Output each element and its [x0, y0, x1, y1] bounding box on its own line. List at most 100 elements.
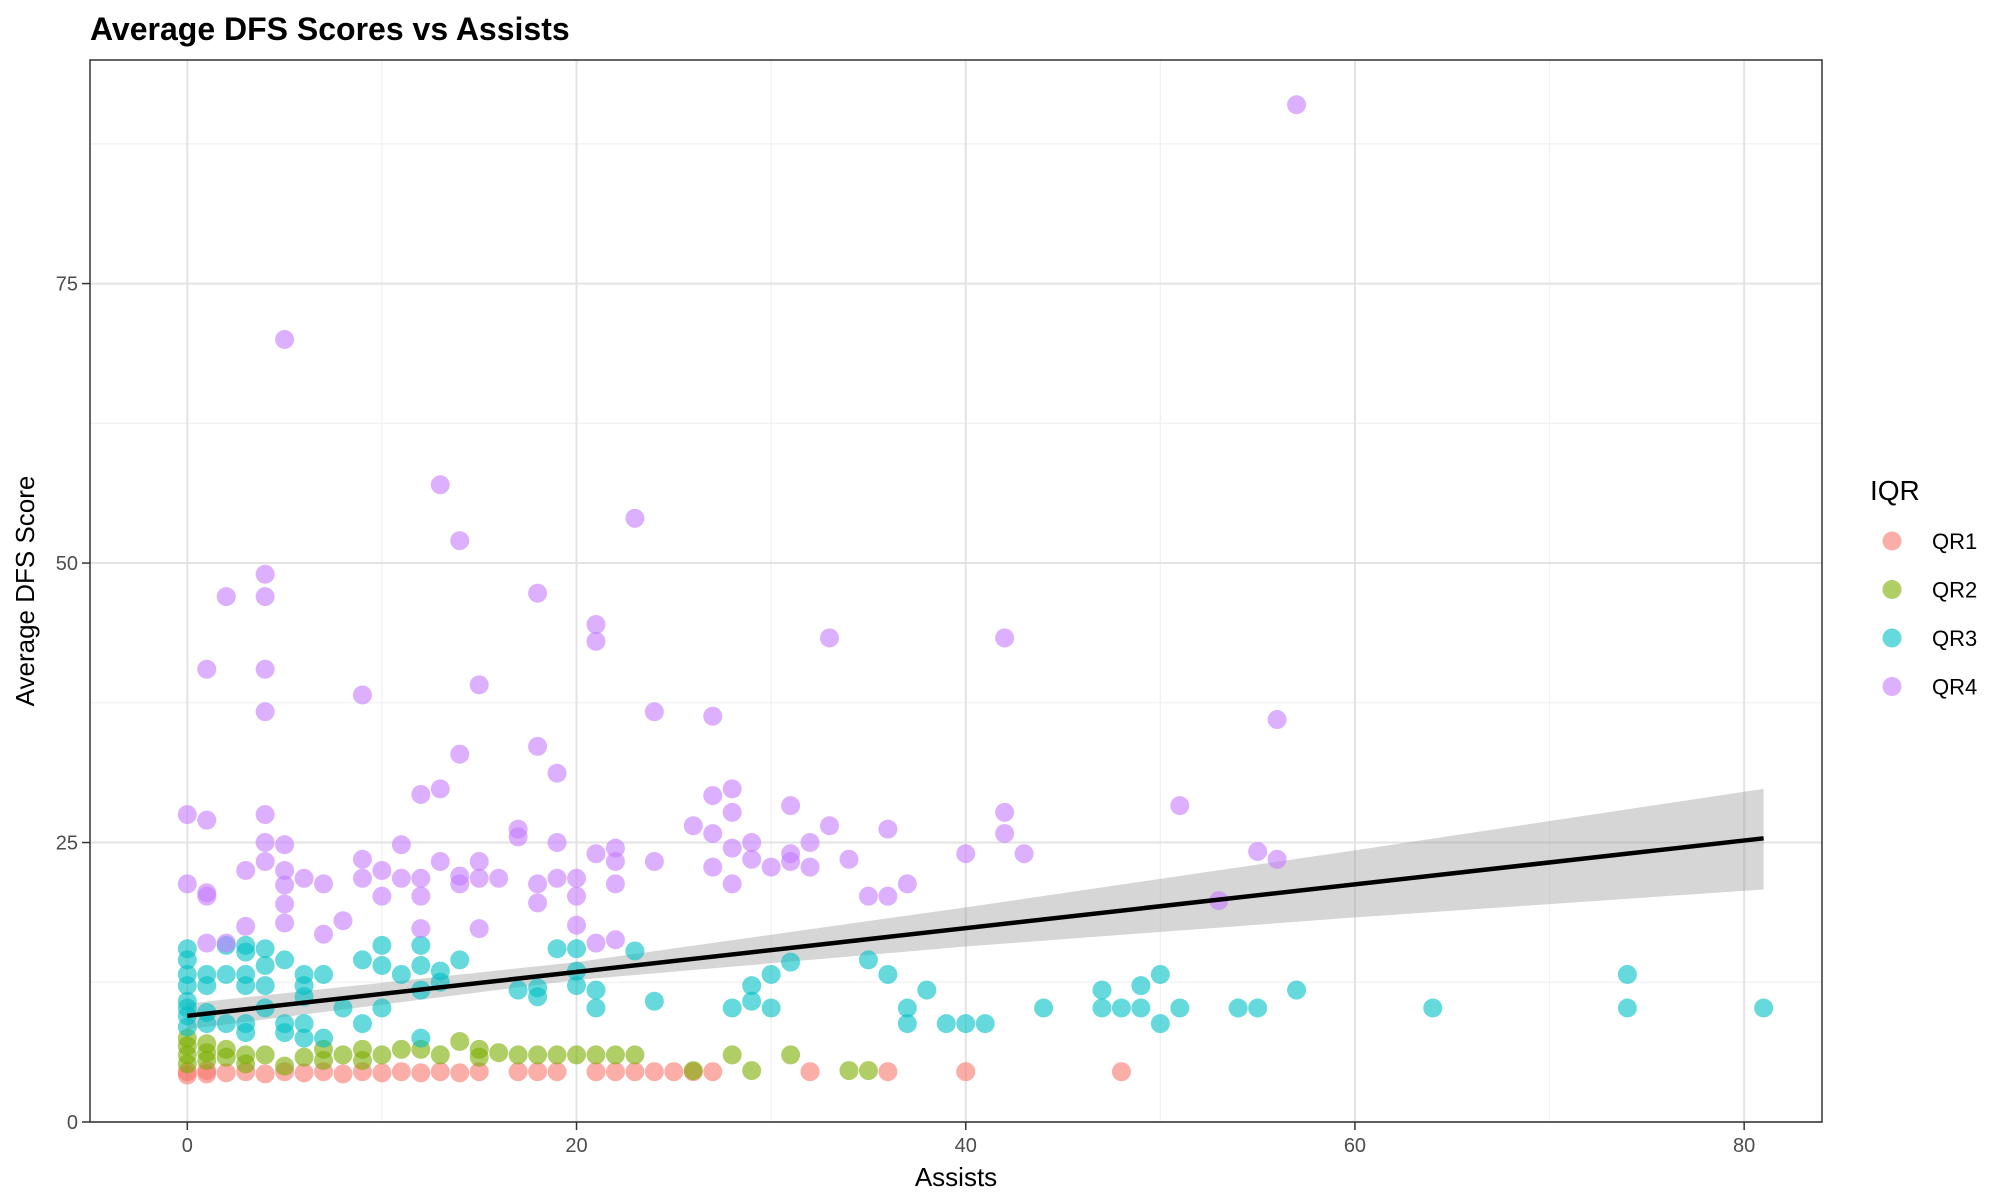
point-qr4 [391, 835, 411, 855]
point-qr3 [216, 1014, 236, 1034]
point-qr4 [528, 583, 548, 603]
point-qr4 [1170, 796, 1190, 816]
point-qr3 [275, 950, 295, 970]
point-qr3 [1034, 998, 1054, 1018]
point-qr3 [236, 1023, 256, 1043]
x-tick-label: 40 [955, 1135, 977, 1157]
point-qr3 [1617, 998, 1637, 1018]
point-qr3 [372, 998, 392, 1018]
point-qr4 [644, 702, 664, 722]
point-qr4 [897, 874, 917, 894]
point-qr4 [352, 685, 372, 705]
point-qr3 [391, 964, 411, 984]
point-qr3 [528, 987, 548, 1007]
point-qr4 [722, 802, 742, 822]
point-qr2 [528, 1045, 548, 1065]
point-qr4 [703, 706, 723, 726]
legend-key-qr2 [1882, 580, 1902, 599]
plot-panel-border [89, 59, 1823, 1123]
point-qr4 [995, 802, 1015, 822]
point-qr2 [683, 1061, 703, 1081]
point-qr2 [586, 1045, 606, 1065]
point-qr2 [547, 1045, 567, 1065]
point-qr3 [1131, 998, 1151, 1018]
point-qr4 [644, 852, 664, 872]
data-points [177, 95, 1774, 1085]
point-qr3 [567, 939, 587, 959]
point-qr3 [177, 950, 197, 970]
point-qr3 [216, 964, 236, 984]
point-qr2 [625, 1045, 645, 1065]
point-qr3 [644, 991, 664, 1011]
point-qr3 [197, 1014, 217, 1034]
point-qr1 [528, 1062, 548, 1082]
point-qr4 [352, 868, 372, 888]
point-qr3 [411, 935, 431, 955]
point-qr4 [528, 874, 548, 894]
legend-key-qr3 [1882, 628, 1902, 648]
point-qr3 [917, 980, 937, 1000]
point-qr4 [605, 838, 625, 858]
y-tick-label: 25 [56, 833, 78, 855]
legend-label-qr4: QR4 [1932, 675, 1977, 700]
point-qr4 [275, 835, 295, 855]
point-qr4 [352, 849, 372, 869]
point-qr3 [177, 1017, 197, 1037]
point-qr2 [255, 1045, 275, 1065]
point-qr3 [878, 964, 898, 984]
point-qr4 [255, 587, 275, 607]
y-axis-ticks: 0 25 50 75 [56, 274, 90, 1134]
point-qr3 [567, 976, 587, 996]
point-qr3 [547, 939, 567, 959]
point-qr1 [333, 1064, 353, 1084]
point-qr4 [878, 819, 898, 839]
point-qr4 [411, 784, 431, 804]
point-qr1 [411, 1063, 431, 1083]
point-qr2 [450, 1032, 470, 1052]
point-qr1 [391, 1062, 411, 1082]
point-qr4 [781, 852, 801, 872]
point-qr4 [1267, 849, 1287, 869]
point-qr4 [567, 915, 587, 935]
point-qr3 [956, 1014, 976, 1034]
point-qr4 [469, 675, 489, 695]
point-qr2 [839, 1061, 859, 1081]
point-qr4 [586, 631, 606, 651]
point-qr1 [956, 1062, 976, 1082]
point-qr4 [450, 531, 470, 551]
point-qr2 [352, 1039, 372, 1059]
point-qr3 [781, 952, 801, 972]
point-qr1 [294, 1063, 314, 1083]
point-qr4 [275, 894, 295, 914]
point-qr4 [411, 886, 431, 906]
point-qr3 [1092, 998, 1112, 1018]
point-qr4 [177, 805, 197, 825]
point-qr1 [547, 1062, 567, 1082]
point-qr3 [761, 998, 781, 1018]
point-qr4 [489, 868, 509, 888]
point-qr4 [547, 868, 567, 888]
point-qr4 [1248, 841, 1268, 861]
point-qr3 [197, 976, 217, 996]
point-qr3 [411, 955, 431, 975]
point-qr4 [995, 628, 1015, 648]
point-qr3 [1423, 998, 1443, 1018]
point-qr1 [586, 1062, 606, 1082]
point-qr3 [508, 980, 528, 1000]
point-qr4 [275, 329, 295, 349]
point-qr3 [294, 1014, 314, 1034]
point-qr4 [255, 564, 275, 584]
point-qr2 [858, 1061, 878, 1081]
point-qr4 [197, 886, 217, 906]
point-qr3 [352, 1014, 372, 1034]
point-qr3 [1287, 980, 1307, 1000]
point-qr3 [255, 976, 275, 996]
y-tick-label: 0 [67, 1112, 78, 1134]
major-gridlines [90, 60, 1822, 1123]
point-qr2 [236, 1054, 256, 1074]
point-qr3 [975, 1014, 995, 1034]
point-qr3 [722, 998, 742, 1018]
point-qr2 [605, 1045, 625, 1065]
point-qr4 [372, 860, 392, 880]
point-qr3 [1170, 998, 1190, 1018]
